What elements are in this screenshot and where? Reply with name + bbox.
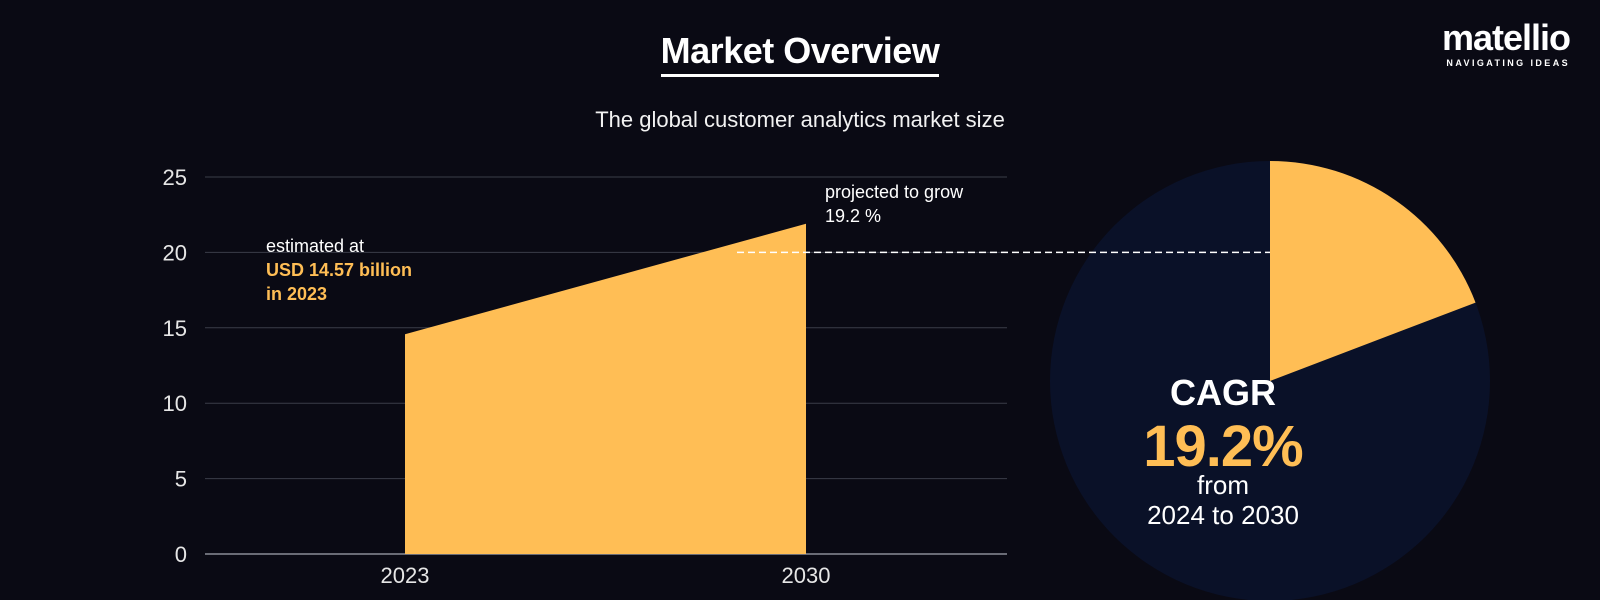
annotation-2023: estimated at USD 14.57 billion in 2023: [266, 234, 412, 306]
logo-wordmark: matellio: [1441, 17, 1571, 58]
area-series: [405, 223, 806, 555]
annotation-2023-value: USD 14.57 billion: [266, 260, 413, 280]
y-tick-label-20: 20: [163, 240, 187, 265]
y-tick-label-15: 15: [163, 316, 187, 341]
annotation-2030-line2: 19.2 %: [825, 206, 882, 226]
y-tick-label-25: 25: [163, 165, 187, 190]
chart-subtitle: The global customer analytics market siz…: [595, 107, 1005, 132]
pie-slice-cagr: [1270, 161, 1476, 381]
cagr-from: from: [1197, 470, 1249, 500]
x-tick-label-2030: 2030: [782, 563, 831, 588]
cagr-range: 2024 to 2030: [1147, 500, 1299, 530]
brand-logo: matellio NAVIGATING IDEAS: [1441, 17, 1571, 69]
annotation-2023-line1: estimated at: [266, 236, 365, 256]
y-tick-label-0: 0: [175, 542, 187, 567]
annotation-2023-year: in 2023: [266, 284, 328, 304]
page-title-wrap: Market Overview: [0, 30, 1600, 77]
page-title: Market Overview: [660, 30, 940, 77]
logo-tagline: NAVIGATING IDEAS: [1446, 58, 1570, 68]
y-tick-label-5: 5: [175, 467, 187, 492]
x-tick-label-2023: 2023: [381, 563, 430, 588]
y-tick-label-10: 10: [163, 391, 187, 416]
cagr-label: CAGR: [1170, 372, 1276, 413]
annotation-2030-line1: projected to grow: [825, 182, 964, 202]
annotation-2030: projected to grow 19.2 %: [825, 180, 963, 228]
cagr-value: 19.2%: [1143, 414, 1303, 479]
